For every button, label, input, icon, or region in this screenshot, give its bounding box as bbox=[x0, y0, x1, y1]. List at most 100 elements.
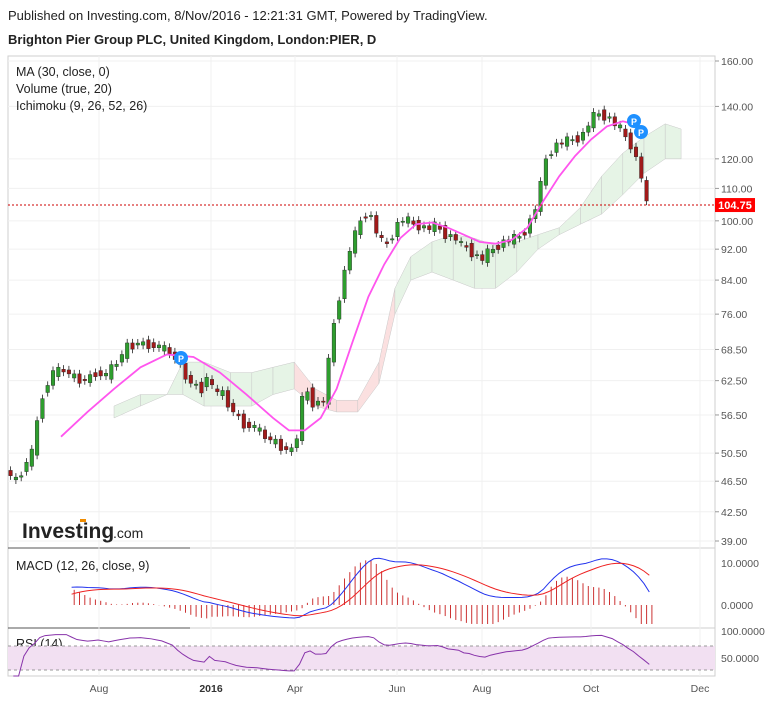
candle-up bbox=[331, 323, 336, 363]
gridlines bbox=[8, 56, 715, 676]
cloud-segment bbox=[431, 234, 454, 281]
candle-up bbox=[72, 373, 77, 379]
candle-up bbox=[24, 462, 29, 472]
rsi-tick-50: 50.0000 bbox=[721, 653, 759, 665]
candle-up bbox=[273, 438, 278, 445]
candle-down bbox=[496, 244, 501, 250]
candle-down bbox=[411, 220, 416, 225]
y-tick-label: 160.00 bbox=[721, 56, 753, 68]
candle-down bbox=[98, 370, 103, 377]
ichimoku-cloud bbox=[113, 123, 682, 419]
candle-down bbox=[374, 215, 379, 234]
candle-up bbox=[459, 241, 464, 243]
candle-down bbox=[199, 381, 204, 394]
candle-up bbox=[347, 251, 352, 271]
candle-up bbox=[109, 364, 114, 380]
candle-up bbox=[538, 181, 543, 212]
y-tick-label: 76.00 bbox=[721, 309, 747, 321]
candle-down bbox=[639, 156, 644, 179]
candle-up bbox=[135, 342, 140, 346]
x-tick-label: Jun bbox=[389, 683, 406, 695]
candle-down bbox=[231, 402, 236, 413]
y-tick-label: 62.50 bbox=[721, 376, 747, 388]
symbol-title: Brighton Pier Group PLC, United Kingdom,… bbox=[8, 32, 377, 47]
candle-down bbox=[183, 363, 188, 380]
candle-down bbox=[93, 372, 98, 377]
candle-up bbox=[300, 395, 305, 442]
candle-up bbox=[543, 158, 548, 186]
event-pin[interactable]: P bbox=[174, 351, 188, 365]
candle-up bbox=[294, 438, 299, 448]
candle-up bbox=[257, 427, 262, 432]
last-price-badge bbox=[715, 198, 755, 213]
candle-down bbox=[443, 225, 448, 240]
volume-legend: Volume (true, 20) bbox=[16, 82, 112, 96]
pin-label: P bbox=[638, 128, 644, 138]
candle-down bbox=[263, 429, 268, 439]
candle-up bbox=[390, 238, 395, 241]
macd-histogram bbox=[73, 560, 653, 624]
candle-up bbox=[607, 116, 612, 119]
rsi-line bbox=[13, 634, 650, 677]
cloud-segment bbox=[537, 227, 560, 250]
cloud-segment bbox=[410, 241, 433, 281]
cloud-segment bbox=[357, 361, 380, 413]
y-tick-label: 100.00 bbox=[721, 216, 753, 228]
candle-up bbox=[125, 342, 130, 359]
candle-up bbox=[591, 112, 596, 129]
cloud-segment bbox=[336, 399, 359, 413]
candle-up bbox=[570, 139, 575, 142]
candle-down bbox=[284, 446, 289, 450]
candle-up bbox=[432, 221, 437, 232]
moving-average-line bbox=[60, 120, 634, 438]
macd-legend: MACD (12, 26, close, 9) bbox=[16, 559, 149, 573]
y-tick-label: 39.00 bbox=[721, 536, 747, 548]
candle-down bbox=[225, 390, 230, 408]
candle-down bbox=[379, 235, 384, 239]
candle-up bbox=[119, 354, 124, 363]
candle-down bbox=[464, 245, 469, 248]
candle-down bbox=[167, 347, 172, 355]
candle-up bbox=[51, 370, 56, 386]
candle-down bbox=[612, 116, 617, 127]
candle-up bbox=[19, 475, 24, 478]
candle-down bbox=[522, 232, 527, 236]
candle-down bbox=[437, 225, 442, 230]
candle-up bbox=[88, 374, 93, 383]
rsi-tick-100: 100.0000 bbox=[721, 626, 765, 638]
investing-logo: Investing .com bbox=[22, 519, 143, 543]
candle-down bbox=[151, 342, 156, 349]
y-tick-label: 84.00 bbox=[721, 275, 747, 287]
pin-label: P bbox=[178, 354, 184, 364]
candle-down bbox=[575, 135, 580, 143]
candle-up bbox=[422, 225, 427, 229]
candle-down bbox=[247, 421, 252, 428]
candle-up bbox=[395, 222, 400, 237]
candle-down bbox=[209, 379, 214, 386]
candle-up bbox=[337, 300, 342, 320]
x-tick-label: 2016 bbox=[199, 683, 223, 695]
event-pin[interactable]: P bbox=[634, 125, 648, 139]
macd-line bbox=[71, 557, 650, 619]
candle-down bbox=[480, 254, 485, 261]
candle-up bbox=[204, 377, 209, 388]
candle-down bbox=[384, 241, 389, 244]
candle-down bbox=[623, 128, 628, 138]
logo-suffix: .com bbox=[113, 525, 143, 541]
y-tick-label: 56.50 bbox=[721, 410, 747, 422]
y-tick-label: 42.50 bbox=[721, 507, 747, 519]
candle-up bbox=[220, 390, 225, 397]
price-axis: 160.00 140.00 120.00 110.00 100.00 92.00 84.00… bbox=[715, 56, 753, 548]
candle-down bbox=[634, 146, 639, 157]
y-tick-label: 140.00 bbox=[721, 101, 753, 113]
chart-frame bbox=[7, 55, 716, 677]
cloud-segment bbox=[474, 237, 496, 289]
cloud-segment bbox=[272, 361, 295, 395]
y-tick-label: 46.50 bbox=[721, 476, 747, 488]
candle-down bbox=[559, 142, 564, 145]
cloud-segment bbox=[452, 234, 475, 289]
event-pin[interactable]: P bbox=[627, 114, 641, 128]
candle-up bbox=[554, 142, 559, 153]
time-axis: Aug 2016 Apr Jun Aug Oct Dec bbox=[90, 683, 710, 695]
